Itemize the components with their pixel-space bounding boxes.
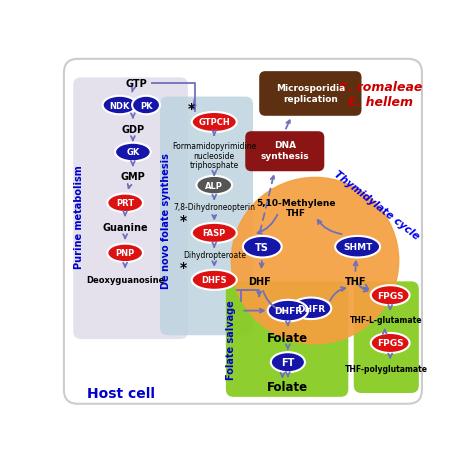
FancyBboxPatch shape <box>160 97 253 336</box>
Text: THF-polyglutamate: THF-polyglutamate <box>345 364 428 373</box>
Ellipse shape <box>115 143 151 162</box>
Ellipse shape <box>192 270 237 290</box>
Text: E. romaleae: E. romaleae <box>339 81 422 94</box>
Text: De novo folate synthesis: De novo folate synthesis <box>161 152 171 288</box>
Ellipse shape <box>291 298 331 319</box>
Ellipse shape <box>107 244 143 263</box>
Text: FASP: FASP <box>202 229 226 238</box>
Ellipse shape <box>132 96 160 115</box>
Text: Folate: Folate <box>267 331 309 344</box>
Text: E. hellem: E. hellem <box>348 96 413 109</box>
Text: PRT: PRT <box>116 199 134 208</box>
Text: DHFR: DHFR <box>297 304 325 313</box>
Text: Folate: Folate <box>267 381 309 393</box>
Text: THF-L-glutamate: THF-L-glutamate <box>350 316 422 325</box>
Text: DHF: DHF <box>248 277 271 287</box>
Ellipse shape <box>107 194 143 213</box>
Text: Folate salvage: Folate salvage <box>226 300 237 379</box>
FancyBboxPatch shape <box>73 78 188 339</box>
FancyBboxPatch shape <box>245 132 324 172</box>
Ellipse shape <box>103 96 137 115</box>
Text: *: * <box>187 102 194 116</box>
Text: FPGS: FPGS <box>377 291 403 300</box>
Ellipse shape <box>268 300 308 322</box>
Text: synthesis: synthesis <box>260 152 309 161</box>
Text: nucleoside: nucleoside <box>194 151 235 160</box>
Text: triphosphate: triphosphate <box>190 161 239 169</box>
Ellipse shape <box>335 236 380 258</box>
Ellipse shape <box>371 285 410 306</box>
Text: DHFR: DHFR <box>274 307 302 315</box>
Text: Deoxyguanosine: Deoxyguanosine <box>86 275 164 284</box>
Ellipse shape <box>196 176 232 195</box>
Text: THF: THF <box>286 208 306 217</box>
Ellipse shape <box>371 333 410 353</box>
Text: NDK: NDK <box>109 101 130 110</box>
Text: Microsporidia: Microsporidia <box>276 84 345 93</box>
Text: Formamidopyrimidine: Formamidopyrimidine <box>172 141 256 150</box>
FancyBboxPatch shape <box>354 282 419 393</box>
Ellipse shape <box>192 113 237 133</box>
Text: PK: PK <box>140 101 152 110</box>
Text: GTPCH: GTPCH <box>199 118 230 127</box>
Circle shape <box>231 178 399 344</box>
Text: ALP: ALP <box>205 181 223 190</box>
Text: *: * <box>180 213 187 227</box>
Text: replication: replication <box>283 95 338 104</box>
Text: PNP: PNP <box>116 249 135 258</box>
Text: THF: THF <box>345 277 366 287</box>
Text: Dihydropteroate: Dihydropteroate <box>183 250 246 259</box>
Ellipse shape <box>271 353 305 372</box>
Text: Thymidylate cycle: Thymidylate cycle <box>332 168 421 241</box>
FancyBboxPatch shape <box>64 60 422 404</box>
Text: GMP: GMP <box>120 172 145 181</box>
Text: FPGS: FPGS <box>377 339 403 348</box>
Text: 7,8-Dihydroneopterin: 7,8-Dihydroneopterin <box>173 203 255 212</box>
Text: Guanine: Guanine <box>102 222 148 232</box>
Text: SHMT: SHMT <box>343 243 372 252</box>
Ellipse shape <box>243 236 282 258</box>
Text: GK: GK <box>126 148 139 157</box>
Text: DHFS: DHFS <box>201 276 227 285</box>
Text: 5,10-Methylene: 5,10-Methylene <box>256 198 336 207</box>
Ellipse shape <box>192 224 237 243</box>
Text: *: * <box>180 260 187 274</box>
Text: Host cell: Host cell <box>87 386 155 400</box>
Text: GTP: GTP <box>126 79 147 89</box>
Text: Purine metabolism: Purine metabolism <box>74 165 84 268</box>
Text: FT: FT <box>281 358 294 367</box>
FancyBboxPatch shape <box>259 72 362 117</box>
Text: DNA: DNA <box>273 140 296 150</box>
FancyBboxPatch shape <box>226 282 348 397</box>
Text: GDP: GDP <box>121 124 145 134</box>
Text: TS: TS <box>255 242 269 252</box>
